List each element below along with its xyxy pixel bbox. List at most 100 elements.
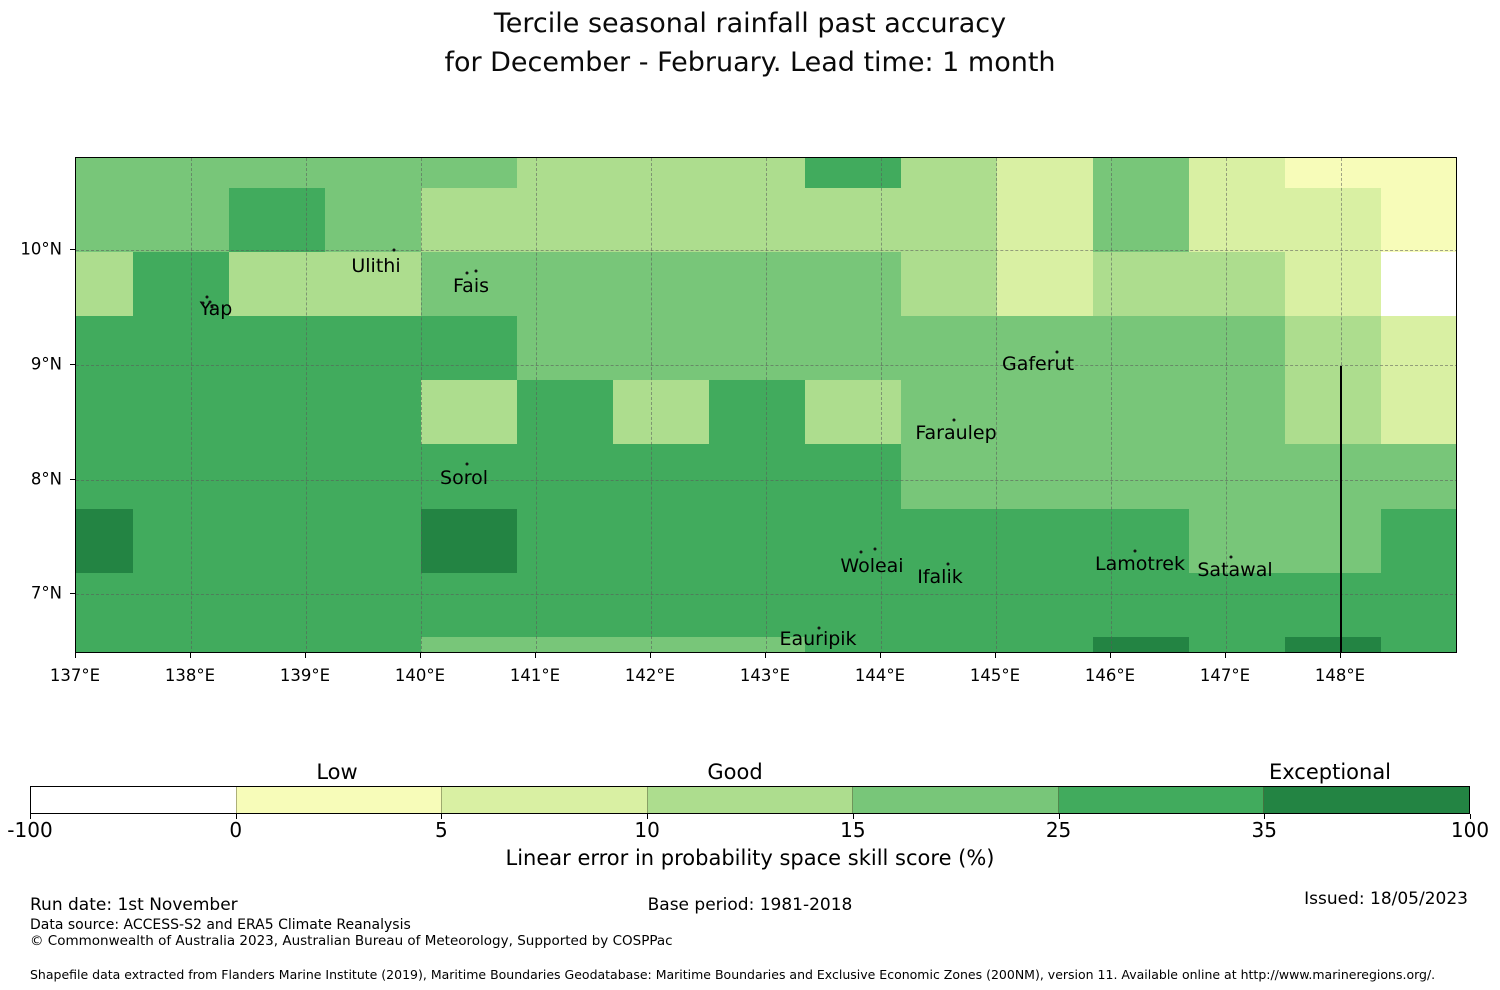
map-cell-r6c5 bbox=[517, 509, 613, 573]
map-cell-r4c2 bbox=[229, 380, 325, 444]
island-marker-dot bbox=[201, 301, 205, 305]
map-cell-r0c1 bbox=[133, 158, 229, 188]
island-marker-dot bbox=[392, 248, 396, 252]
island-marker-dot bbox=[873, 547, 877, 551]
gridline-meridian bbox=[651, 158, 652, 652]
map-cell-r0c9 bbox=[901, 158, 997, 188]
colorbar-tick-label: -100 bbox=[7, 818, 53, 842]
map-cell-r3c1 bbox=[133, 316, 229, 380]
map-cell-r4c4 bbox=[421, 380, 517, 444]
colorbar-segment-5 bbox=[1057, 787, 1264, 813]
map-cell-r4c7 bbox=[709, 380, 805, 444]
island-marker-dot bbox=[474, 269, 478, 273]
map-cell-r1c1 bbox=[133, 188, 229, 252]
map-cell-r2c11 bbox=[1093, 252, 1189, 316]
map-cell-r6c1 bbox=[133, 509, 229, 573]
colorbar-tick-label: 5 bbox=[435, 818, 448, 842]
map-cell-r7c4 bbox=[421, 573, 517, 637]
colorbar-tick-mark bbox=[1058, 814, 1060, 819]
map-cell-r7c1 bbox=[133, 573, 229, 637]
map-cell-r4c8 bbox=[805, 380, 901, 444]
map-cell-r1c0 bbox=[76, 188, 133, 252]
colorbar-tick-mark bbox=[1264, 814, 1266, 819]
map-cell-r4c12 bbox=[1189, 380, 1285, 444]
island-label-satawal: Satawal bbox=[1197, 559, 1273, 581]
map-cell-r3c0 bbox=[76, 316, 133, 380]
map-cell-r8c6 bbox=[613, 637, 709, 652]
map-cell-r5c3 bbox=[325, 444, 421, 509]
map-cell-r8c3 bbox=[325, 637, 421, 652]
colorbar bbox=[30, 786, 1470, 814]
map-cell-r0c14 bbox=[1381, 158, 1456, 188]
island-marker-dot bbox=[205, 295, 209, 299]
x-tick-mark bbox=[75, 653, 76, 658]
map-cell-r5c1 bbox=[133, 444, 229, 509]
map-cell-r1c12 bbox=[1189, 188, 1285, 252]
map-cell-r3c12 bbox=[1189, 316, 1285, 380]
gridline-parallel bbox=[76, 594, 1456, 595]
map-cell-r0c8 bbox=[805, 158, 901, 188]
map-cell-r5c9 bbox=[901, 444, 997, 509]
map-cell-r8c10 bbox=[997, 637, 1093, 652]
map-cell-r5c5 bbox=[517, 444, 613, 509]
y-tick-mark bbox=[70, 479, 75, 480]
x-tick-mark bbox=[765, 653, 766, 658]
map-cell-r1c6 bbox=[613, 188, 709, 252]
colorbar-tick-mark bbox=[441, 814, 443, 819]
island-marker-dot bbox=[465, 462, 469, 466]
map-cell-r3c11 bbox=[1093, 316, 1189, 380]
map-cell-r2c9 bbox=[901, 252, 997, 316]
map-cell-r6c8 bbox=[805, 509, 901, 573]
island-label-sorol: Sorol bbox=[440, 467, 488, 489]
map-cell-r1c14 bbox=[1381, 188, 1456, 252]
y-tick-label: 8°N bbox=[30, 469, 62, 489]
map-cell-r0c0 bbox=[76, 158, 133, 188]
data-source-text: Data source: ACCESS-S2 and ERA5 Climate … bbox=[30, 917, 411, 933]
map-cell-r7c9 bbox=[901, 573, 997, 637]
map-cell-r1c9 bbox=[901, 188, 997, 252]
copyright-text: © Commonwealth of Australia 2023, Austra… bbox=[30, 933, 673, 949]
map-plot: Ulithi Fais Yap Gaferut Faraulep Sorol Woleai I… bbox=[75, 157, 1457, 653]
gridline-meridian bbox=[536, 158, 537, 652]
map-cell-r2c8 bbox=[805, 252, 901, 316]
map-cell-r6c14 bbox=[1381, 509, 1456, 573]
map-cell-r1c4 bbox=[421, 188, 517, 252]
map-cell-r6c0 bbox=[76, 509, 133, 573]
map-cell-r5c11 bbox=[1093, 444, 1189, 509]
map-cell-r0c11 bbox=[1093, 158, 1189, 188]
map-cell-r4c11 bbox=[1093, 380, 1189, 444]
island-label-yap: Yap bbox=[199, 298, 233, 320]
map-cell-r3c2 bbox=[229, 316, 325, 380]
gridline-meridian bbox=[1111, 158, 1112, 652]
island-marker-dot bbox=[817, 626, 821, 630]
gridline-parallel bbox=[76, 365, 1456, 366]
x-tick-mark bbox=[1110, 653, 1111, 658]
x-tick-label: 139°E bbox=[279, 666, 331, 685]
x-tick-mark bbox=[305, 653, 306, 658]
x-tick-mark bbox=[650, 653, 651, 658]
map-cell-r4c0 bbox=[76, 380, 133, 444]
map-cell-r6c4 bbox=[421, 509, 517, 573]
x-tick-mark bbox=[535, 653, 536, 658]
map-cell-r7c3 bbox=[325, 573, 421, 637]
x-tick-mark bbox=[1340, 653, 1341, 658]
map-cell-r8c9 bbox=[901, 637, 997, 652]
gridline-meridian bbox=[421, 158, 422, 652]
map-cell-r7c6 bbox=[613, 573, 709, 637]
gridline-meridian bbox=[191, 158, 192, 652]
map-cell-r1c8 bbox=[805, 188, 901, 252]
x-tick-label: 140°E bbox=[394, 666, 446, 685]
map-cell-r3c9 bbox=[901, 316, 997, 380]
colorbar-tick-label: 25 bbox=[1045, 818, 1072, 842]
map-cell-r3c3 bbox=[325, 316, 421, 380]
x-tick-mark bbox=[420, 653, 421, 658]
map-cell-r8c0 bbox=[76, 637, 133, 652]
map-cell-r5c6 bbox=[613, 444, 709, 509]
map-cell-r0c13 bbox=[1285, 158, 1381, 188]
map-cell-r0c2 bbox=[229, 158, 325, 188]
map-cell-r8c5 bbox=[517, 637, 613, 652]
map-cell-r3c6 bbox=[613, 316, 709, 380]
island-label-fais: Fais bbox=[452, 275, 490, 297]
map-cell-r5c14 bbox=[1381, 444, 1456, 509]
